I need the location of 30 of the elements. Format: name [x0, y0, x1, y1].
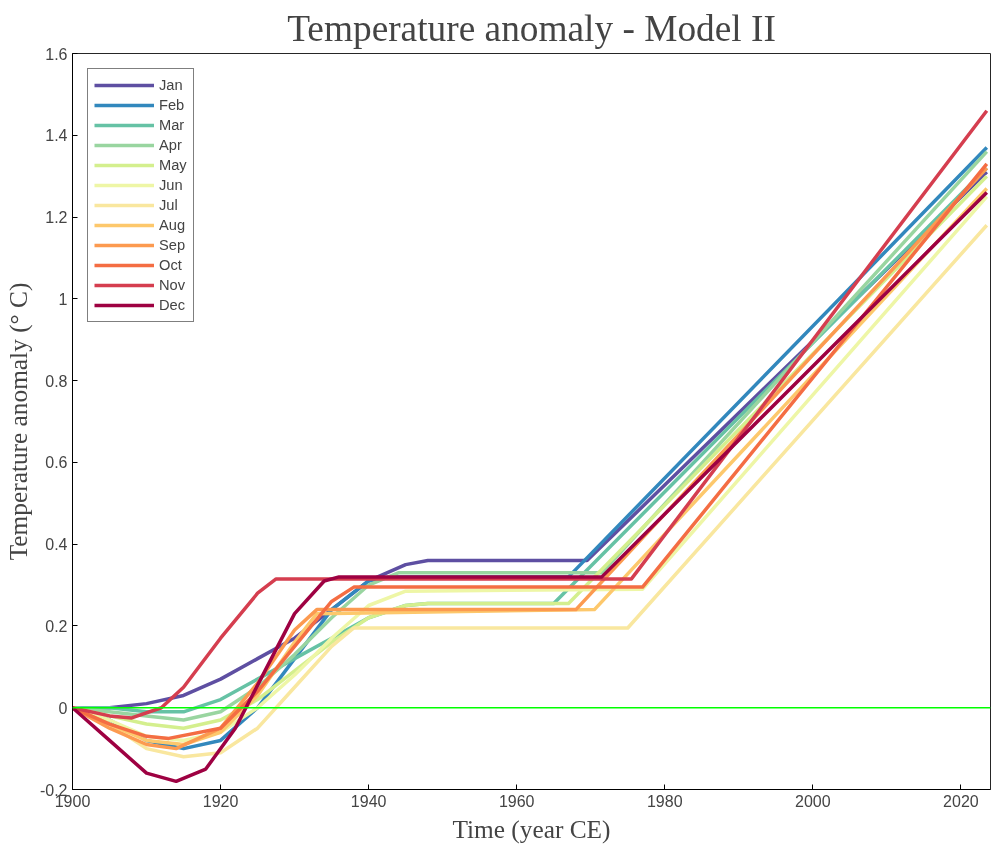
legend-label: Mar	[159, 117, 185, 133]
y-tick-label: 1.2	[45, 209, 68, 227]
y-tick-label: 0.4	[45, 536, 68, 554]
y-tick-label: 1.6	[45, 45, 68, 63]
legend-label: Nov	[159, 277, 186, 293]
legend-label: Feb	[159, 97, 185, 113]
legend-label: Jul	[159, 197, 179, 213]
x-axis-title: Time (year CE)	[452, 814, 611, 844]
y-axis-title: Temperature anomaly (° C)	[3, 282, 33, 561]
legend-label: Sep	[159, 237, 186, 253]
legend-label: Aug	[159, 217, 186, 233]
y-tick-label: 0.2	[45, 617, 68, 635]
x-tick-label: 2020	[943, 792, 979, 810]
legend-label: Apr	[159, 137, 182, 153]
legend-label: Jun	[159, 177, 183, 193]
y-tick-label: 1	[58, 290, 68, 308]
legend-label: Dec	[159, 297, 186, 313]
legend-label: Jan	[159, 77, 183, 93]
x-tick-label: 2000	[795, 792, 831, 810]
x-tick-label: 1920	[202, 792, 239, 810]
y-tick-label: 1.4	[45, 127, 68, 145]
x-tick-label: 1980	[646, 792, 683, 810]
legend-label: Oct	[159, 257, 182, 273]
x-tick-label: 1960	[498, 792, 535, 810]
y-tick-label: 0.6	[45, 454, 68, 472]
chart-title: Temperature anomaly - Model II	[287, 7, 776, 49]
x-tick-label: 1940	[350, 792, 387, 810]
y-tick-label: 0.8	[45, 372, 68, 390]
legend-label: May	[159, 157, 187, 173]
y-tick-label: 0	[58, 699, 68, 717]
